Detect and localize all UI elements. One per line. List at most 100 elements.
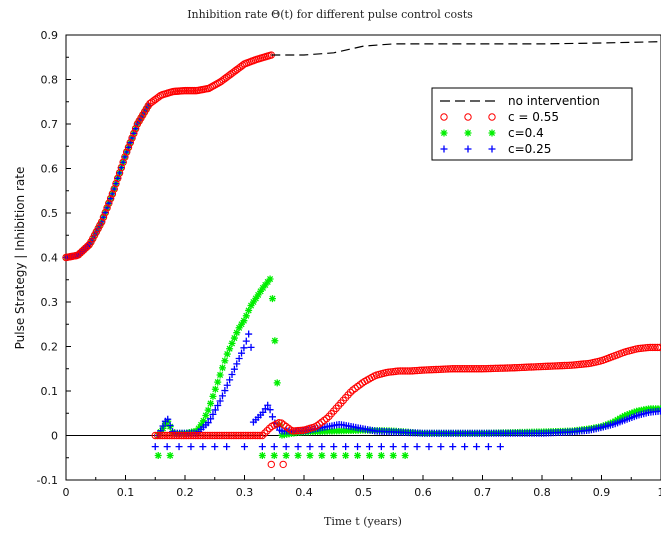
data-point-circle: [560, 361, 569, 370]
data-point-circle: [351, 384, 359, 393]
data-point-star: [618, 413, 626, 421]
x-tick-label: 0: [63, 486, 70, 499]
data-point-star: [630, 408, 638, 416]
data-point-plus: [496, 443, 504, 451]
data-point-circle: [577, 360, 585, 368]
data-point-circle: [211, 431, 219, 440]
data-point-plus: [233, 360, 241, 368]
data-point-circle: [282, 422, 290, 431]
data-point-plus: [216, 397, 224, 405]
legend-label: c=0.25: [508, 142, 551, 156]
data-point-plus: [354, 443, 362, 451]
data-point-circle: [401, 367, 409, 375]
x-tick-label: 0.3: [236, 486, 254, 499]
data-point-circle: [644, 343, 652, 352]
data-point-circle: [241, 431, 250, 440]
data-point-circle: [220, 431, 228, 440]
data-point-circle: [99, 213, 108, 221]
data-point-plus: [264, 401, 272, 409]
data-point-plus: [247, 343, 255, 351]
data-point-star: [202, 411, 210, 419]
data-point-star: [266, 275, 274, 283]
data-point-circle: [639, 344, 647, 352]
data-point-plus: [228, 371, 236, 379]
data-point-plus: [166, 421, 174, 429]
data-point-plus: [159, 422, 167, 430]
data-point-plus: [377, 443, 385, 451]
data-point-circle: [180, 431, 188, 440]
data-point-circle: [384, 368, 393, 376]
data-point-circle: [280, 421, 288, 429]
y-tick-label: 0.9: [41, 29, 59, 42]
data-point-circle: [187, 431, 195, 440]
data-point-circle: [225, 431, 233, 440]
data-point-circle: [267, 460, 275, 469]
data-point-circle: [451, 365, 459, 373]
series-layer: [62, 41, 661, 469]
data-point-circle: [544, 362, 552, 370]
data-point-circle: [475, 365, 483, 373]
data-point-plus: [488, 145, 496, 153]
x-tick-label: 0.5: [355, 486, 373, 499]
data-point-circle: [539, 362, 547, 371]
data-point-star: [221, 357, 229, 365]
data-point-star: [294, 452, 302, 460]
data-point-circle: [212, 80, 220, 89]
data-point-circle: [158, 431, 167, 440]
data-point-circle: [206, 431, 214, 440]
data-point-circle: [487, 364, 495, 373]
data-point-circle: [446, 365, 455, 373]
data-point-star: [197, 421, 205, 429]
data-point-circle: [479, 365, 488, 373]
data-point-star: [270, 452, 278, 460]
data-point-circle: [315, 420, 324, 428]
data-point-plus: [223, 443, 231, 451]
data-point-plus: [223, 381, 231, 389]
data-point-star: [306, 452, 314, 460]
y-tick-label: 0.4: [41, 252, 59, 265]
data-point-plus: [318, 443, 326, 451]
data-point-circle: [108, 190, 117, 198]
data-point-circle: [449, 365, 457, 373]
data-point-circle: [246, 431, 255, 440]
x-tick-label: 0.2: [176, 486, 194, 499]
data-point-circle: [456, 365, 464, 373]
data-point-star: [440, 129, 448, 137]
data-point-circle: [124, 143, 133, 152]
data-point-circle: [389, 367, 397, 376]
data-point-star: [621, 412, 629, 420]
data-point-circle: [296, 426, 305, 435]
data-point-circle: [427, 366, 436, 374]
data-point-circle: [184, 431, 193, 440]
data-point-circle: [501, 364, 509, 372]
data-point-plus: [449, 443, 457, 451]
x-tick-label: 0.9: [593, 486, 611, 499]
data-point-circle: [440, 113, 448, 121]
data-point-circle: [656, 343, 661, 352]
data-point-circle: [182, 431, 190, 440]
data-point-star: [354, 452, 362, 460]
data-point-star: [488, 129, 496, 137]
data-point-star: [247, 302, 255, 310]
data-point-star: [254, 291, 262, 299]
data-point-plus: [282, 443, 290, 451]
data-point-circle: [110, 185, 118, 193]
data-point-star: [342, 452, 350, 460]
data-point-circle: [105, 199, 113, 207]
x-tick-label: 0.7: [474, 486, 492, 499]
x-tick-label: 0.4: [295, 486, 313, 499]
data-point-circle: [494, 364, 502, 372]
data-point-circle: [279, 460, 287, 469]
data-point-plus: [211, 406, 219, 414]
data-point-circle: [513, 363, 521, 372]
data-point-star: [259, 284, 267, 292]
data-point-circle: [403, 367, 412, 375]
data-point-circle: [199, 431, 207, 440]
data-point-circle: [582, 360, 590, 368]
data-point-plus: [209, 410, 217, 418]
data-point-circle: [244, 431, 252, 440]
data-point-circle: [488, 113, 496, 121]
data-point-circle: [439, 365, 447, 373]
data-point-plus: [365, 443, 373, 451]
x-tick-label: 0.8: [533, 486, 551, 499]
